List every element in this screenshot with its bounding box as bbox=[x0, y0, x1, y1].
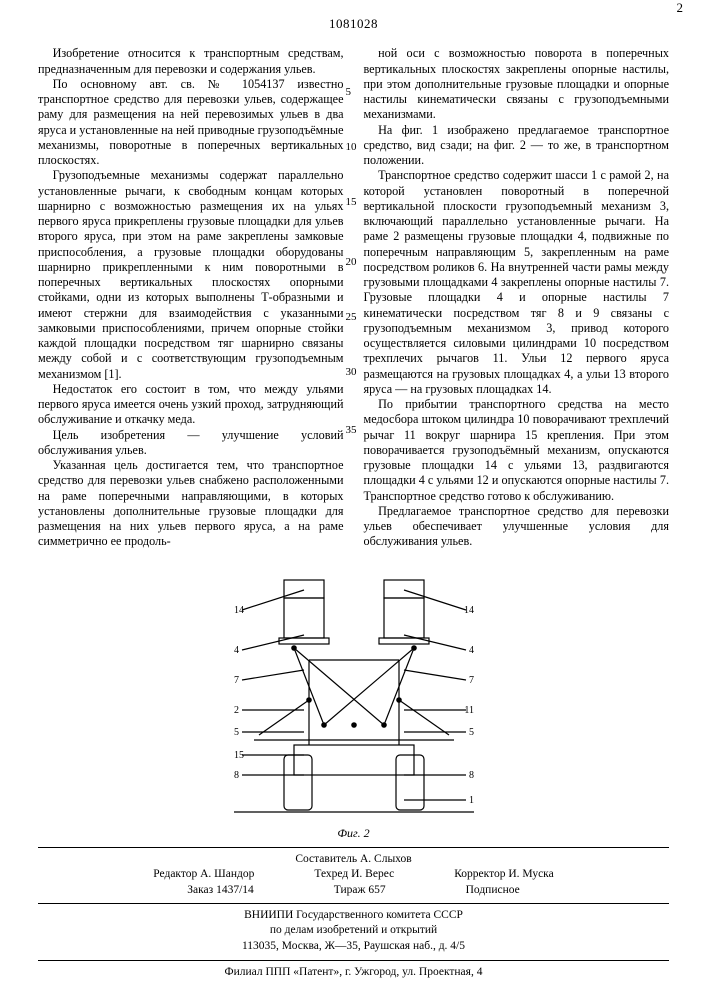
branch-info: Филиал ППП «Патент», г. Ужгород, ул. Про… bbox=[38, 965, 669, 981]
figure-2: 14 4 7 2 5 15 8 14 4 7 5 11 8 1 bbox=[38, 560, 669, 820]
line-number: 30 bbox=[346, 366, 357, 380]
svg-text:5: 5 bbox=[469, 727, 474, 738]
line-number: 25 bbox=[346, 311, 357, 325]
editor-line: Редактор А. Шандор bbox=[153, 867, 254, 883]
techred-line: Техред И. Верес bbox=[314, 867, 394, 883]
body-paragraph: Грузоподъемные механизмы содержат паралл… bbox=[38, 168, 344, 382]
body-paragraph: Цель изобретения — улучшение условий обс… bbox=[38, 428, 344, 459]
svg-text:2: 2 bbox=[234, 705, 239, 716]
left-column: Изобретение относится к транспортным сре… bbox=[38, 46, 344, 549]
svg-text:8: 8 bbox=[469, 770, 474, 781]
figure-caption: Фиг. 2 bbox=[38, 826, 669, 841]
compiler-line: Составитель А. Слыхов bbox=[38, 852, 669, 868]
body-paragraph: По прибытии транспортного средства на ме… bbox=[364, 397, 670, 504]
corrector-line: Корректор И. Муска bbox=[454, 867, 554, 883]
svg-text:4: 4 bbox=[469, 645, 474, 656]
line-number: 35 bbox=[346, 424, 357, 438]
body-paragraph: ной оси с возможностью поворота в попере… bbox=[364, 46, 670, 122]
divider-3 bbox=[38, 960, 669, 961]
svg-text:14: 14 bbox=[464, 605, 474, 616]
divider-2 bbox=[38, 903, 669, 904]
svg-text:7: 7 bbox=[469, 675, 474, 686]
svg-text:4: 4 bbox=[234, 645, 239, 656]
line-number: 10 bbox=[346, 141, 357, 155]
body-paragraph: Предлагаемое транспортное средство для п… bbox=[364, 504, 670, 550]
svg-text:11: 11 bbox=[464, 705, 474, 716]
credits-block: Составитель А. Слыхов Редактор А. Шандор… bbox=[38, 852, 669, 883]
line-number: 15 bbox=[346, 196, 357, 210]
page-marker: 2 bbox=[677, 0, 684, 16]
podpis: Подписное bbox=[466, 883, 520, 897]
svg-text:7: 7 bbox=[234, 675, 239, 686]
body-paragraph: Транспортное средство содержит шасси 1 с… bbox=[364, 168, 670, 397]
svg-text:1: 1 bbox=[469, 795, 474, 806]
tirazh: Тираж 657 bbox=[334, 883, 386, 897]
line-number: 5 bbox=[346, 86, 352, 100]
page: 2 1081028 Изобретение относится к трансп… bbox=[0, 0, 707, 1000]
text-columns: Изобретение относится к транспортным сре… bbox=[38, 46, 669, 549]
right-column: ной оси с возможностью поворота в попере… bbox=[364, 46, 670, 549]
body-paragraph: Указанная цель достигается тем, что тран… bbox=[38, 458, 344, 550]
order-number: Заказ 1437/14 bbox=[187, 883, 254, 897]
svg-text:15: 15 bbox=[234, 750, 244, 761]
pub-org: ВНИИПИ Государственного комитета СССР bbox=[38, 908, 669, 924]
line-number: 20 bbox=[346, 256, 357, 270]
pub-dept: по делам изобретений и открытий bbox=[38, 923, 669, 939]
body-paragraph: Изобретение относится к транспортным сре… bbox=[38, 46, 344, 77]
pub-addr2: Филиал ППП «Патент», г. Ужгород, ул. Про… bbox=[38, 965, 669, 981]
body-paragraph: Недостаток его состоит в том, что между … bbox=[38, 382, 344, 428]
pub-addr1: 113035, Москва, Ж—35, Раушская наб., д. … bbox=[38, 939, 669, 955]
body-paragraph: На фиг. 1 изображено предлагаемое трансп… bbox=[364, 123, 670, 169]
divider bbox=[38, 847, 669, 848]
svg-text:8: 8 bbox=[234, 770, 239, 781]
order-row: Заказ 1437/14 Тираж 657 Подписное bbox=[38, 883, 669, 897]
svg-text:14: 14 bbox=[234, 605, 244, 616]
publisher-info: ВНИИПИ Государственного комитета СССР по… bbox=[38, 908, 669, 955]
figure-svg: 14 4 7 2 5 15 8 14 4 7 5 11 8 1 bbox=[204, 560, 504, 820]
document-number: 1081028 bbox=[38, 16, 669, 32]
svg-text:5: 5 bbox=[234, 727, 239, 738]
body-paragraph: По основному авт. св. № 1054137 известно… bbox=[38, 77, 344, 169]
